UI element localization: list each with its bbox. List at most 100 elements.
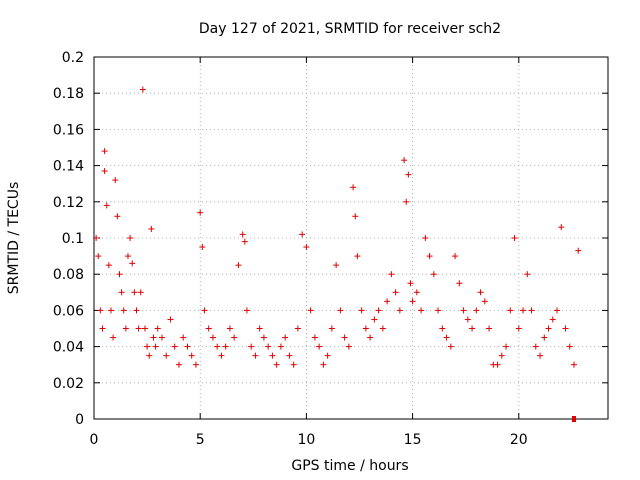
- data-point: [515, 325, 522, 332]
- data-point: [152, 343, 159, 350]
- data-point: [311, 334, 318, 341]
- data-point: [133, 307, 140, 314]
- y-tick-label: 0.12: [53, 195, 84, 211]
- x-axis-label: GPS time / hours: [291, 458, 408, 474]
- data-point: [324, 352, 331, 359]
- data-point: [148, 225, 155, 232]
- data-point: [167, 316, 174, 323]
- data-point: [118, 289, 125, 296]
- data-point: [112, 177, 119, 184]
- data-point: [443, 334, 450, 341]
- data-point: [110, 334, 117, 341]
- data-point: [439, 325, 446, 332]
- data-point: [447, 343, 454, 350]
- tick-layer: 0 0.02 0.04 0.06 0.08 0.1 0.12 0.14 0.16 0.18 0.2 0…: [53, 50, 608, 448]
- data-point: [171, 343, 178, 350]
- data-point: [105, 262, 112, 269]
- data-point: [358, 307, 365, 314]
- data-point: [307, 307, 314, 314]
- data-point: [384, 298, 391, 305]
- data-point: [209, 334, 216, 341]
- data-point: [486, 325, 493, 332]
- data-point: [354, 253, 361, 260]
- data-point: [537, 352, 544, 359]
- data-point: [256, 325, 263, 332]
- data-point: [175, 361, 182, 368]
- data-point: [571, 361, 578, 368]
- data-point: [303, 244, 310, 251]
- data-point: [122, 325, 129, 332]
- data-point: [575, 247, 582, 254]
- y-tick-label: 0.1: [62, 231, 84, 247]
- data-point: [352, 213, 359, 220]
- data-point: [239, 231, 246, 238]
- y-tick-label: 0.08: [53, 267, 84, 283]
- data-point: [452, 253, 459, 260]
- data-point: [222, 343, 229, 350]
- data-point: [435, 307, 442, 314]
- data-point: [95, 253, 102, 260]
- data-point: [231, 334, 238, 341]
- data-point: [545, 325, 552, 332]
- data-point: [541, 334, 548, 341]
- data-point: [97, 307, 104, 314]
- data-point: [214, 343, 221, 350]
- data-point: [464, 316, 471, 323]
- data-point: [333, 262, 340, 269]
- y-tick-label: 0.14: [53, 159, 84, 175]
- data-point: [146, 352, 153, 359]
- y-tick-label: 0.02: [53, 376, 84, 392]
- data-point: [120, 307, 127, 314]
- data-point: [379, 325, 386, 332]
- data-point: [139, 86, 146, 93]
- data-point: [135, 325, 142, 332]
- data-point: [205, 325, 212, 332]
- data-point: [473, 307, 480, 314]
- data-point: [252, 352, 259, 359]
- data-point: [460, 307, 467, 314]
- data-point: [549, 316, 556, 323]
- data-point: [199, 244, 206, 251]
- data-point: [243, 307, 250, 314]
- data-point: [403, 198, 410, 205]
- data-point: [494, 361, 501, 368]
- data-points: [93, 86, 582, 422]
- data-point: [481, 298, 488, 305]
- data-point: [218, 352, 225, 359]
- data-point: [362, 325, 369, 332]
- data-point: [299, 231, 306, 238]
- data-point: [409, 298, 416, 305]
- data-point: [328, 325, 335, 332]
- data-point: [197, 209, 204, 216]
- data-point: [405, 171, 412, 178]
- data-point: [562, 325, 569, 332]
- data-point: [163, 352, 170, 359]
- data-point: [337, 307, 344, 314]
- data-point: [93, 235, 100, 241]
- data-point: [320, 361, 327, 368]
- data-point: [290, 361, 297, 368]
- data-point: [101, 168, 108, 175]
- data-point: [294, 325, 301, 332]
- data-point: [407, 280, 414, 287]
- data-point: [392, 289, 399, 296]
- y-tick-label: 0: [75, 412, 84, 428]
- data-point: [524, 271, 531, 278]
- y-tick-label: 0.18: [53, 86, 84, 102]
- data-point: [127, 235, 134, 241]
- data-point: [532, 343, 539, 350]
- data-point: [498, 352, 505, 359]
- data-point: [107, 307, 114, 314]
- data-point: [371, 316, 378, 323]
- data-point: [131, 289, 138, 296]
- data-point: [124, 253, 131, 260]
- x-tick-label: 10: [297, 432, 315, 448]
- data-point: [477, 289, 484, 296]
- data-point: [566, 343, 573, 350]
- data-point: [269, 352, 276, 359]
- data-point: [273, 361, 280, 368]
- data-point: [554, 307, 561, 314]
- data-point: [260, 334, 267, 341]
- y-axis-label: SRMTID / TECUs: [6, 182, 22, 295]
- data-point: [265, 343, 272, 350]
